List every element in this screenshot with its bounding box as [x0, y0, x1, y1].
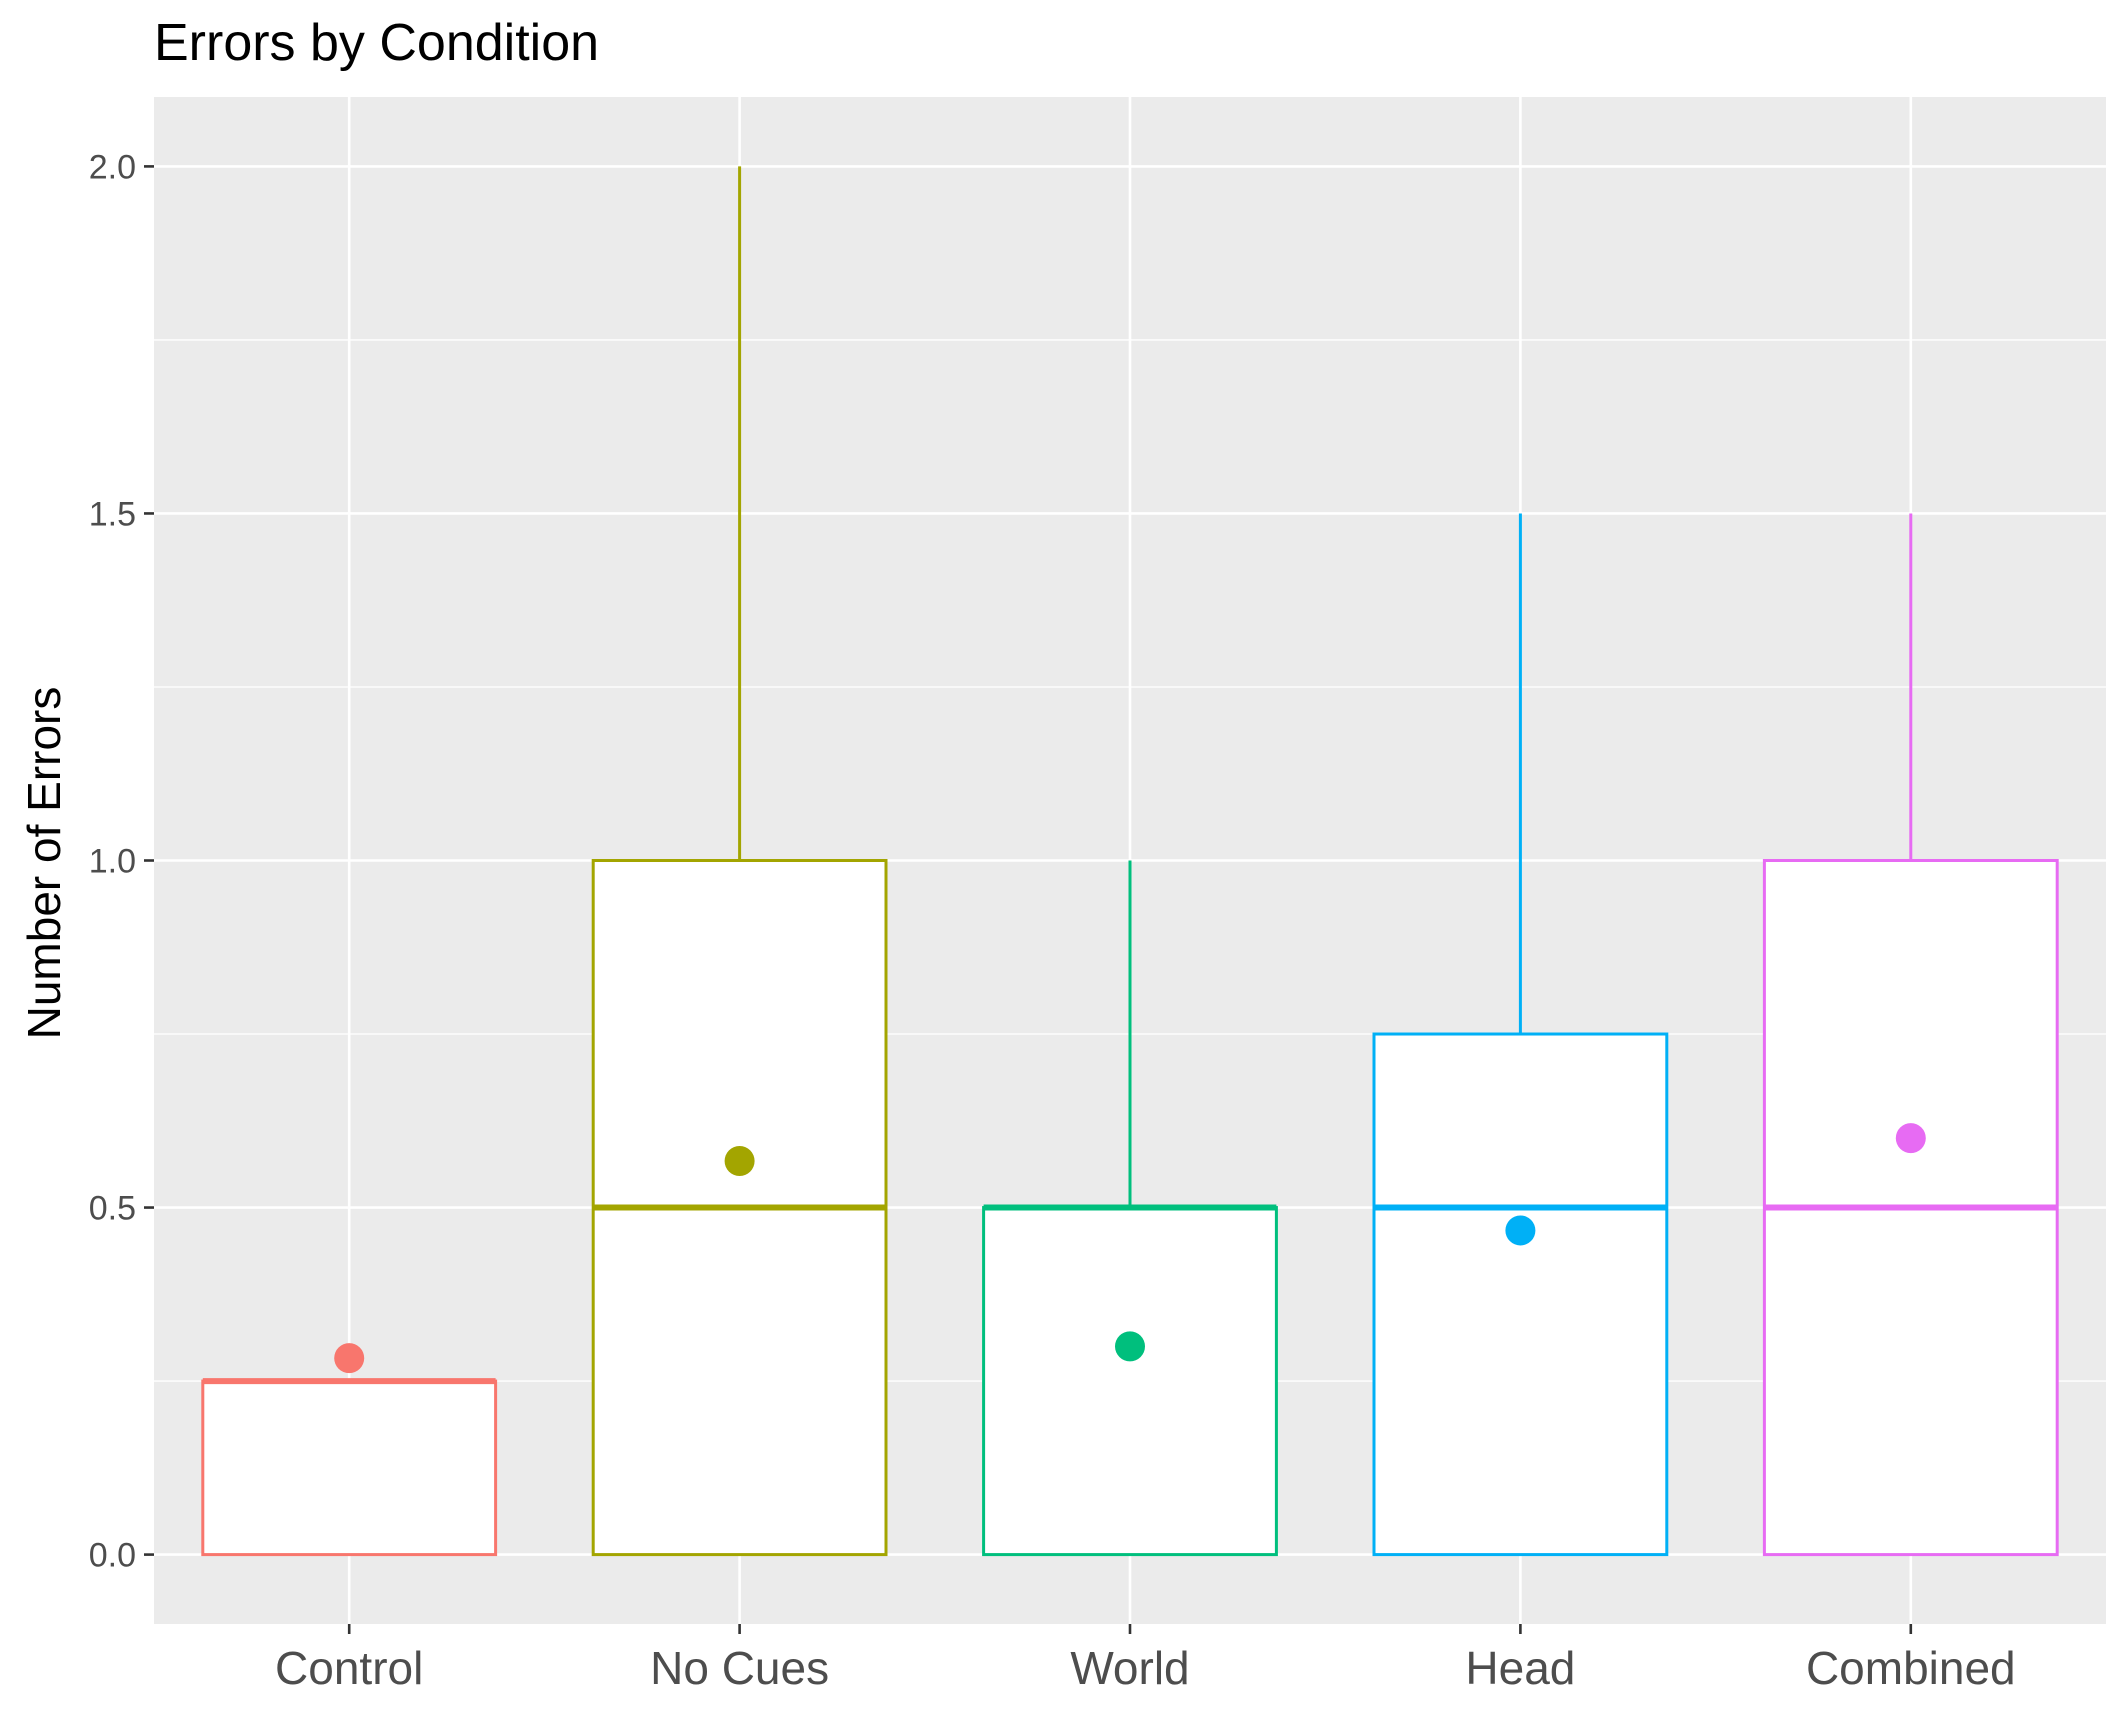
mean-point	[334, 1343, 365, 1374]
y-tick-label: 0.0	[89, 1537, 136, 1575]
chart-title: Errors by Condition	[154, 14, 599, 72]
mean-point	[724, 1146, 755, 1177]
x-axis: Control No Cues World Head Combined	[275, 1624, 2016, 1694]
box-no-cues	[591, 166, 888, 1557]
box-control	[201, 1343, 498, 1557]
y-tick-label: 2.0	[89, 148, 136, 186]
box-world	[982, 860, 1278, 1557]
x-tick-label: Head	[1465, 1642, 1575, 1694]
box-rect	[201, 1379, 498, 1557]
y-tick-label: 0.5	[89, 1190, 136, 1228]
box-rect	[982, 1206, 1278, 1557]
boxes-layer	[201, 166, 2059, 1557]
y-tick-label: 1.0	[89, 843, 136, 881]
x-tick-label: World	[1070, 1642, 1189, 1694]
box-rect	[1372, 1032, 1669, 1557]
box-head	[1372, 513, 1669, 1557]
y-axis-label: Number of Errors	[18, 687, 70, 1040]
x-tick-label: Control	[275, 1642, 423, 1694]
y-tick-label: 1.5	[89, 495, 136, 533]
box-combined	[1762, 513, 2059, 1557]
x-tick-label: No Cues	[650, 1642, 829, 1694]
mean-point	[1895, 1123, 1926, 1154]
y-axis: 0.0 0.5 1.0 1.5 2.0	[89, 148, 154, 1575]
mean-point	[1115, 1331, 1145, 1362]
x-tick-label: Combined	[1806, 1642, 2016, 1694]
mean-point	[1505, 1215, 1536, 1246]
